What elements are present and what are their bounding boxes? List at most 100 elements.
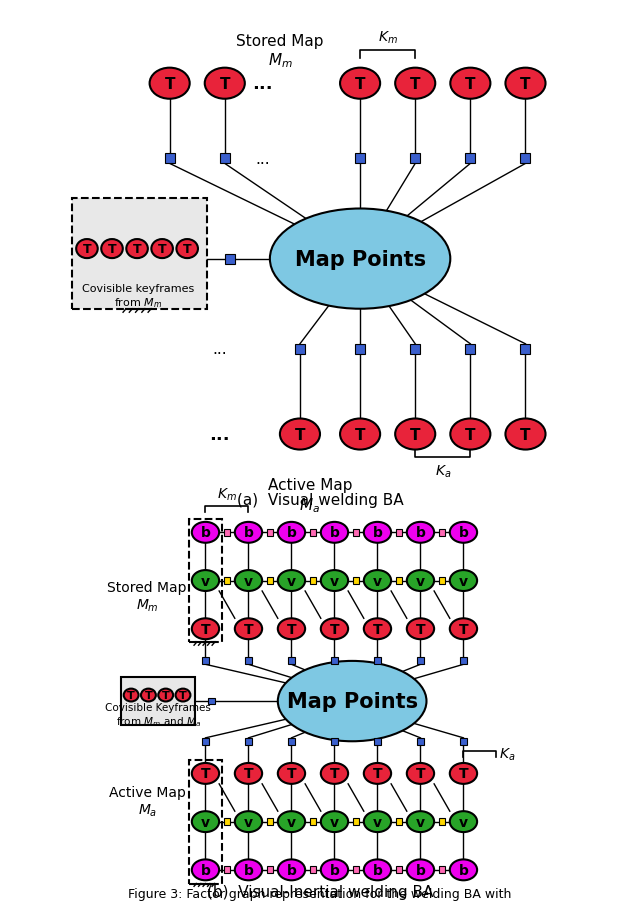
Text: T: T <box>145 690 152 700</box>
Ellipse shape <box>321 619 348 640</box>
Bar <box>353 529 360 536</box>
Bar <box>417 738 424 745</box>
Text: T: T <box>164 77 175 92</box>
Bar <box>202 738 209 745</box>
Ellipse shape <box>364 522 391 543</box>
Text: ...: ... <box>209 426 230 444</box>
Text: b: b <box>458 526 468 539</box>
Ellipse shape <box>407 522 434 543</box>
Text: $M_a$: $M_a$ <box>300 495 321 514</box>
Text: T: T <box>179 690 187 700</box>
Bar <box>355 154 365 164</box>
Text: v: v <box>287 574 296 588</box>
Text: (b)  Visual-Inertial welding BA: (b) Visual-Inertial welding BA <box>207 884 433 898</box>
Ellipse shape <box>321 860 348 880</box>
Text: v: v <box>201 815 210 829</box>
Ellipse shape <box>192 860 219 880</box>
Ellipse shape <box>395 419 435 450</box>
Bar <box>410 345 420 354</box>
Text: T: T <box>287 622 296 636</box>
Text: v: v <box>244 574 253 588</box>
Ellipse shape <box>235 811 262 833</box>
Text: T: T <box>410 77 420 92</box>
Text: b: b <box>287 863 296 877</box>
Text: T: T <box>415 767 425 780</box>
Ellipse shape <box>506 69 545 99</box>
Bar <box>310 867 316 873</box>
Text: T: T <box>355 427 365 442</box>
Ellipse shape <box>407 763 434 784</box>
Ellipse shape <box>278 661 426 741</box>
Ellipse shape <box>235 570 262 592</box>
Text: Active Map
$M_a$: Active Map $M_a$ <box>109 786 186 818</box>
Text: v: v <box>287 815 296 829</box>
Ellipse shape <box>192 522 219 543</box>
Bar <box>396 529 403 536</box>
Ellipse shape <box>450 860 477 880</box>
Text: ...: ... <box>252 75 273 93</box>
Bar <box>410 154 420 164</box>
Text: Stored Map: Stored Map <box>236 34 324 49</box>
Text: T: T <box>520 427 531 442</box>
Text: b: b <box>372 863 382 877</box>
Text: Stored Map
$M_m$: Stored Map $M_m$ <box>108 581 187 613</box>
Ellipse shape <box>192 570 219 592</box>
Bar <box>295 345 305 354</box>
Ellipse shape <box>177 240 198 259</box>
Text: Map Points: Map Points <box>287 691 418 712</box>
Text: v: v <box>459 815 468 829</box>
Ellipse shape <box>192 811 219 833</box>
Text: T: T <box>83 243 92 256</box>
Text: (a)  Visual welding BA: (a) Visual welding BA <box>237 492 403 507</box>
Text: T: T <box>372 767 382 780</box>
Bar <box>164 154 175 164</box>
Text: $K_m$: $K_m$ <box>217 486 237 502</box>
Bar <box>465 154 476 164</box>
Ellipse shape <box>321 570 348 592</box>
Text: Map Points: Map Points <box>294 249 426 270</box>
Text: T: T <box>330 767 339 780</box>
Ellipse shape <box>450 763 477 784</box>
Text: b: b <box>330 863 339 877</box>
Bar <box>520 154 531 164</box>
Text: T: T <box>127 690 135 700</box>
Text: $M_m$: $M_m$ <box>268 51 292 70</box>
Bar <box>245 658 252 665</box>
Bar <box>396 867 403 873</box>
Ellipse shape <box>278 763 305 784</box>
Ellipse shape <box>407 811 434 833</box>
FancyBboxPatch shape <box>72 199 207 309</box>
Text: ...: ... <box>255 152 269 167</box>
Text: b: b <box>415 526 426 539</box>
Ellipse shape <box>278 570 305 592</box>
Ellipse shape <box>340 419 380 450</box>
Bar <box>225 254 235 264</box>
Ellipse shape <box>175 689 191 702</box>
Text: T: T <box>201 622 211 636</box>
Text: v: v <box>416 574 425 588</box>
Text: b: b <box>372 526 382 539</box>
Bar <box>220 154 230 164</box>
Ellipse shape <box>364 763 391 784</box>
Text: T: T <box>459 767 468 780</box>
Bar <box>438 577 445 584</box>
Text: $K_a$: $K_a$ <box>435 464 451 480</box>
Bar <box>266 529 273 536</box>
Ellipse shape <box>158 689 173 702</box>
Bar <box>266 577 273 584</box>
Bar <box>353 818 360 825</box>
Text: T: T <box>415 622 425 636</box>
Text: T: T <box>183 243 191 256</box>
Bar <box>288 738 295 745</box>
Text: b: b <box>244 863 253 877</box>
Text: v: v <box>244 815 253 829</box>
Ellipse shape <box>395 69 435 99</box>
Ellipse shape <box>76 240 98 259</box>
Ellipse shape <box>235 619 262 640</box>
Text: T: T <box>244 622 253 636</box>
Ellipse shape <box>126 240 148 259</box>
Bar <box>438 818 445 825</box>
Ellipse shape <box>278 619 305 640</box>
Text: b: b <box>458 863 468 877</box>
Ellipse shape <box>278 522 305 543</box>
